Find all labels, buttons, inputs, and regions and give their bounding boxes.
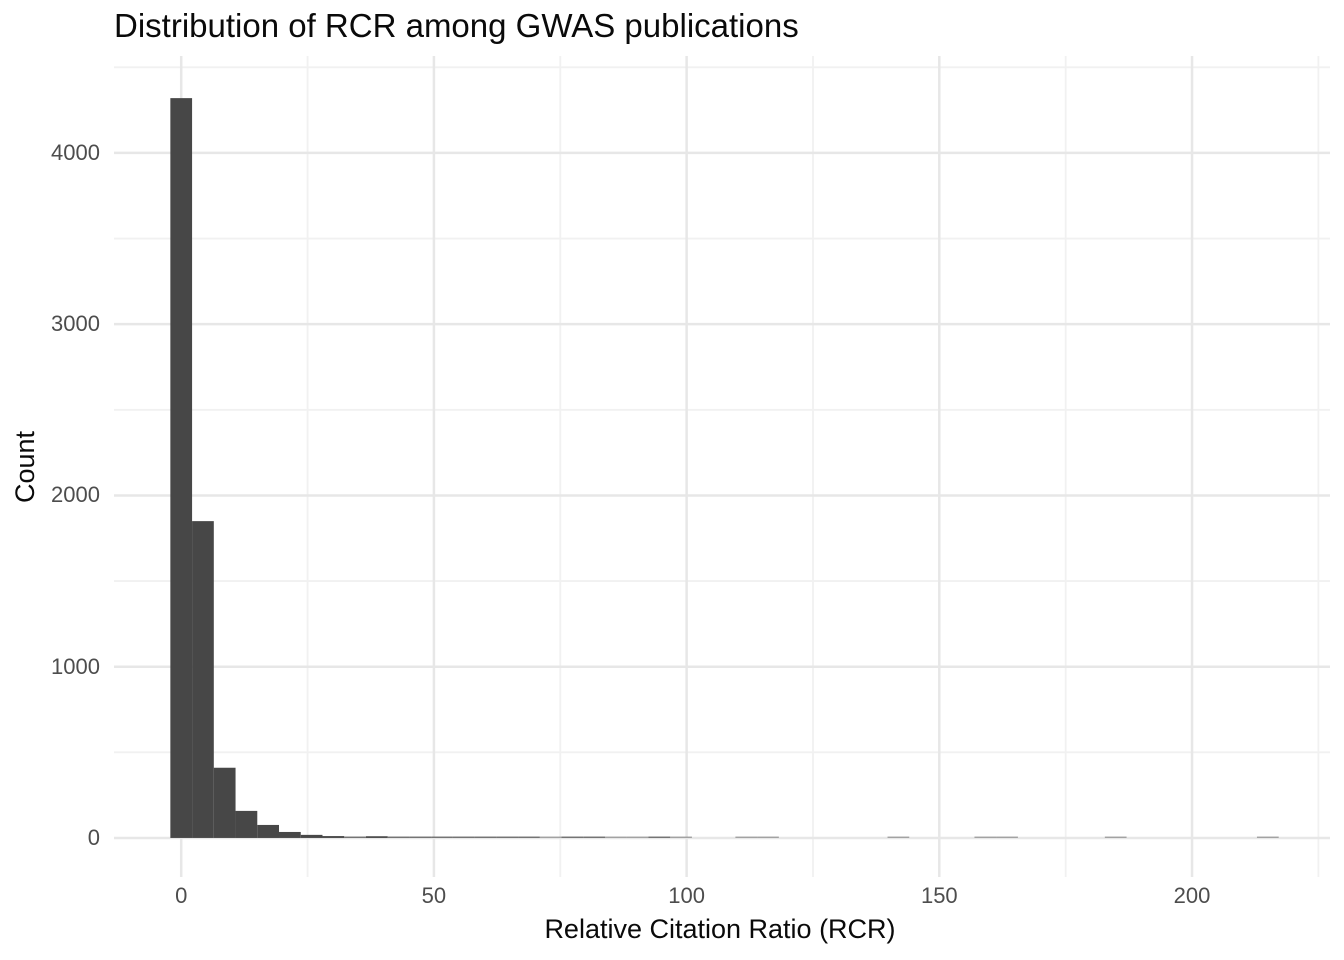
histogram-bar [605, 836, 627, 838]
x-axis-title: Relative Citation Ratio (RCR) [544, 914, 896, 944]
histogram-bar [1256, 836, 1279, 838]
histogram-bar [474, 836, 497, 838]
histogram-bar [431, 836, 453, 838]
histogram-bar [213, 767, 236, 838]
histogram-bar [539, 836, 562, 838]
y-tick-label: 4000 [51, 139, 100, 165]
y-tick-label: 0 [87, 824, 100, 850]
histogram-bar [735, 836, 758, 838]
histogram-bar [670, 836, 692, 838]
histogram-bar [257, 824, 280, 838]
histogram-bar [757, 836, 779, 838]
histogram-bar [518, 836, 540, 838]
x-tick-label: 50 [421, 883, 447, 908]
histogram-bar [626, 836, 649, 838]
histogram-bar [974, 836, 997, 838]
histogram-bar [365, 836, 388, 838]
histogram-bar [409, 836, 432, 838]
histogram-bar [996, 836, 1018, 838]
x-tick-label: 100 [668, 883, 705, 908]
histogram-bar [235, 810, 258, 838]
histogram-bar [322, 836, 345, 838]
histogram-bar [1104, 836, 1127, 838]
x-tick-label: 200 [1173, 883, 1211, 908]
histogram-bar [887, 836, 910, 838]
y-tick-label: 3000 [51, 311, 100, 337]
histogram-bar [279, 831, 301, 838]
histogram-bar [192, 521, 214, 838]
y-tick-label: 1000 [51, 653, 100, 679]
y-tick-label: 2000 [51, 482, 100, 508]
histogram-bar [170, 98, 193, 838]
x-tick-label: 150 [920, 883, 958, 908]
histogram-bar [496, 836, 519, 838]
chart-title: Distribution of RCR among GWAS publicati… [114, 7, 799, 44]
histogram-bar [344, 836, 366, 838]
histogram-bar [583, 836, 605, 838]
histogram-bar [387, 836, 410, 838]
histogram-bar [561, 836, 584, 838]
histogram-bar [648, 836, 671, 838]
x-tick-label: 0 [175, 883, 188, 908]
histogram-bar [300, 834, 323, 838]
histogram-bar [452, 836, 475, 838]
